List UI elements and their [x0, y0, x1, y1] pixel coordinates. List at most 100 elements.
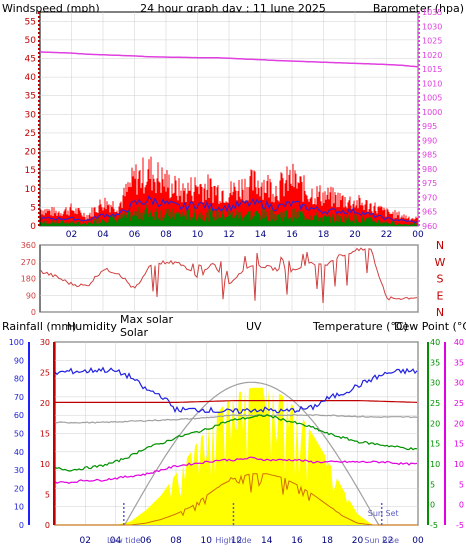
dew-tick-label: 35 — [454, 358, 464, 367]
dir-tick-label: 0 — [31, 308, 36, 317]
low-tide-label: Low tide — [107, 536, 141, 545]
dew-tick-label: 5 — [459, 480, 464, 489]
dewpoint-line — [54, 456, 418, 484]
rain-tick-label: 10 — [40, 460, 50, 469]
baro-tick-label: 980 — [422, 165, 437, 174]
p3-time-tick-label: 06 — [140, 536, 152, 546]
dir-tick-label: 90 — [26, 291, 36, 300]
temp-tick-label: 20 — [430, 419, 440, 428]
rain-axis-title: Rainfall (mm) — [2, 320, 76, 333]
p3-time-tick-label: 18 — [322, 536, 334, 546]
dew-tick-label: 0 — [459, 501, 464, 510]
wind-tick-label: 50 — [25, 36, 37, 46]
humidity-tick-label: 10 — [14, 503, 24, 512]
p3-time-tick-label: 02 — [80, 536, 91, 546]
humidity-tick-label: 50 — [14, 430, 24, 439]
humidity-tick-label: 40 — [14, 448, 24, 457]
p3-time-tick-label: 04 — [110, 536, 122, 546]
temp-tick-label: 40 — [430, 338, 440, 347]
dew-tick-label: 10 — [454, 460, 464, 469]
compass-label: W — [435, 256, 446, 269]
temperature-header: Temperature (°C) — [312, 320, 408, 333]
time-tick-label: 12 — [223, 230, 234, 240]
wind-baro-panel: 0510152025303540455055960965970975980985… — [25, 8, 443, 240]
rain-tick-label: 5 — [45, 491, 50, 500]
wind-tick-label: 40 — [25, 73, 37, 83]
time-tick-label: 22 — [381, 230, 392, 240]
high-tide-label: High tide — [215, 536, 251, 545]
p3-time-tick-label: 12 — [231, 536, 242, 546]
p3-time-tick-label: 00 — [412, 536, 424, 546]
dir-tick-label: 360 — [21, 241, 36, 250]
wind-tick-label: 15 — [25, 166, 36, 176]
rain-tick-label: 25 — [40, 369, 50, 378]
time-tick-label: 20 — [349, 230, 361, 240]
baro-tick-label: 1035 — [422, 8, 442, 17]
uv-line — [55, 473, 417, 526]
humidity-tick-label: 20 — [14, 484, 24, 493]
baro-tick-label: 1020 — [422, 51, 442, 60]
temp-tick-label: 0 — [430, 501, 435, 510]
time-tick-label: 02 — [66, 230, 77, 240]
dew-tick-label: 20 — [454, 419, 464, 428]
baro-tick-label: 965 — [422, 208, 437, 217]
wind-tick-label: 25 — [25, 129, 36, 139]
baro-tick-label: 995 — [422, 122, 437, 131]
time-tick-label: 18 — [318, 230, 330, 240]
time-tick-label: 00 — [412, 230, 424, 240]
humidity-header: Humidity — [67, 320, 117, 333]
temperature-line — [54, 413, 418, 472]
baro-tick-label: 1030 — [422, 22, 442, 31]
baro-tick-label: 985 — [422, 151, 437, 160]
dew-tick-label: 30 — [454, 379, 464, 388]
wind-tick-label: 30 — [25, 110, 37, 120]
temp-tick-label: 30 — [430, 379, 440, 388]
humidity-tick-label: 30 — [14, 466, 24, 475]
wind-tick-label: 20 — [25, 148, 37, 158]
time-tick-label: 16 — [286, 230, 298, 240]
baro-tick-label: 960 — [422, 222, 437, 231]
temp-tick-label: 35 — [430, 358, 440, 367]
dew-tick-label: -5 — [456, 521, 464, 530]
temp-tick-label: -5 — [430, 521, 438, 530]
sun-rise-label: Sun Rise — [364, 536, 399, 545]
rain-tick-label: 15 — [40, 430, 50, 439]
temp-tick-label: 25 — [430, 399, 440, 408]
baro-tick-label: 1025 — [422, 37, 442, 46]
time-tick-label: 10 — [192, 230, 204, 240]
solar-radiation-area — [55, 387, 418, 525]
baro-tick-label: 970 — [422, 193, 437, 202]
dew-tick-label: 15 — [454, 440, 464, 449]
solar-header: Solar — [120, 326, 149, 339]
p3-time-tick-label: 10 — [201, 536, 213, 546]
dew-tick-label: 40 — [454, 338, 464, 347]
baro-tick-label: 1000 — [422, 108, 442, 117]
humidity-tick-label: 60 — [14, 411, 24, 420]
time-tick-label: 06 — [129, 230, 141, 240]
humidity-tick-label: 90 — [14, 356, 24, 365]
wind-speed-line — [40, 195, 418, 224]
uv-header: UV — [246, 320, 262, 333]
wind-tick-label: 0 — [30, 222, 36, 232]
baro-tick-label: 1010 — [422, 79, 442, 88]
baro-tick-label: 990 — [422, 136, 437, 145]
dir-tick-label: 270 — [21, 258, 36, 267]
p3-time-tick-label: 20 — [352, 536, 364, 546]
solar-line — [54, 414, 418, 424]
humidity-tick-label: 70 — [14, 393, 24, 402]
p3-time-tick-label: 08 — [170, 536, 182, 546]
dew-tick-label: 25 — [454, 399, 464, 408]
sun-set-label: Sun Set — [368, 509, 399, 518]
time-tick-label: 04 — [97, 230, 109, 240]
wind-tick-label: 45 — [25, 55, 36, 65]
dewpoint-header: Dew Point (°C) — [394, 320, 466, 333]
compass-label: N — [436, 306, 444, 319]
wind-tick-label: 55 — [25, 17, 36, 27]
humidity-tick-label: 100 — [9, 338, 24, 347]
rain-tick-label: 30 — [40, 338, 50, 347]
p3-time-tick-label: 22 — [382, 536, 393, 546]
time-tick-label: 14 — [255, 230, 267, 240]
temp-tick-label: 5 — [430, 480, 435, 489]
